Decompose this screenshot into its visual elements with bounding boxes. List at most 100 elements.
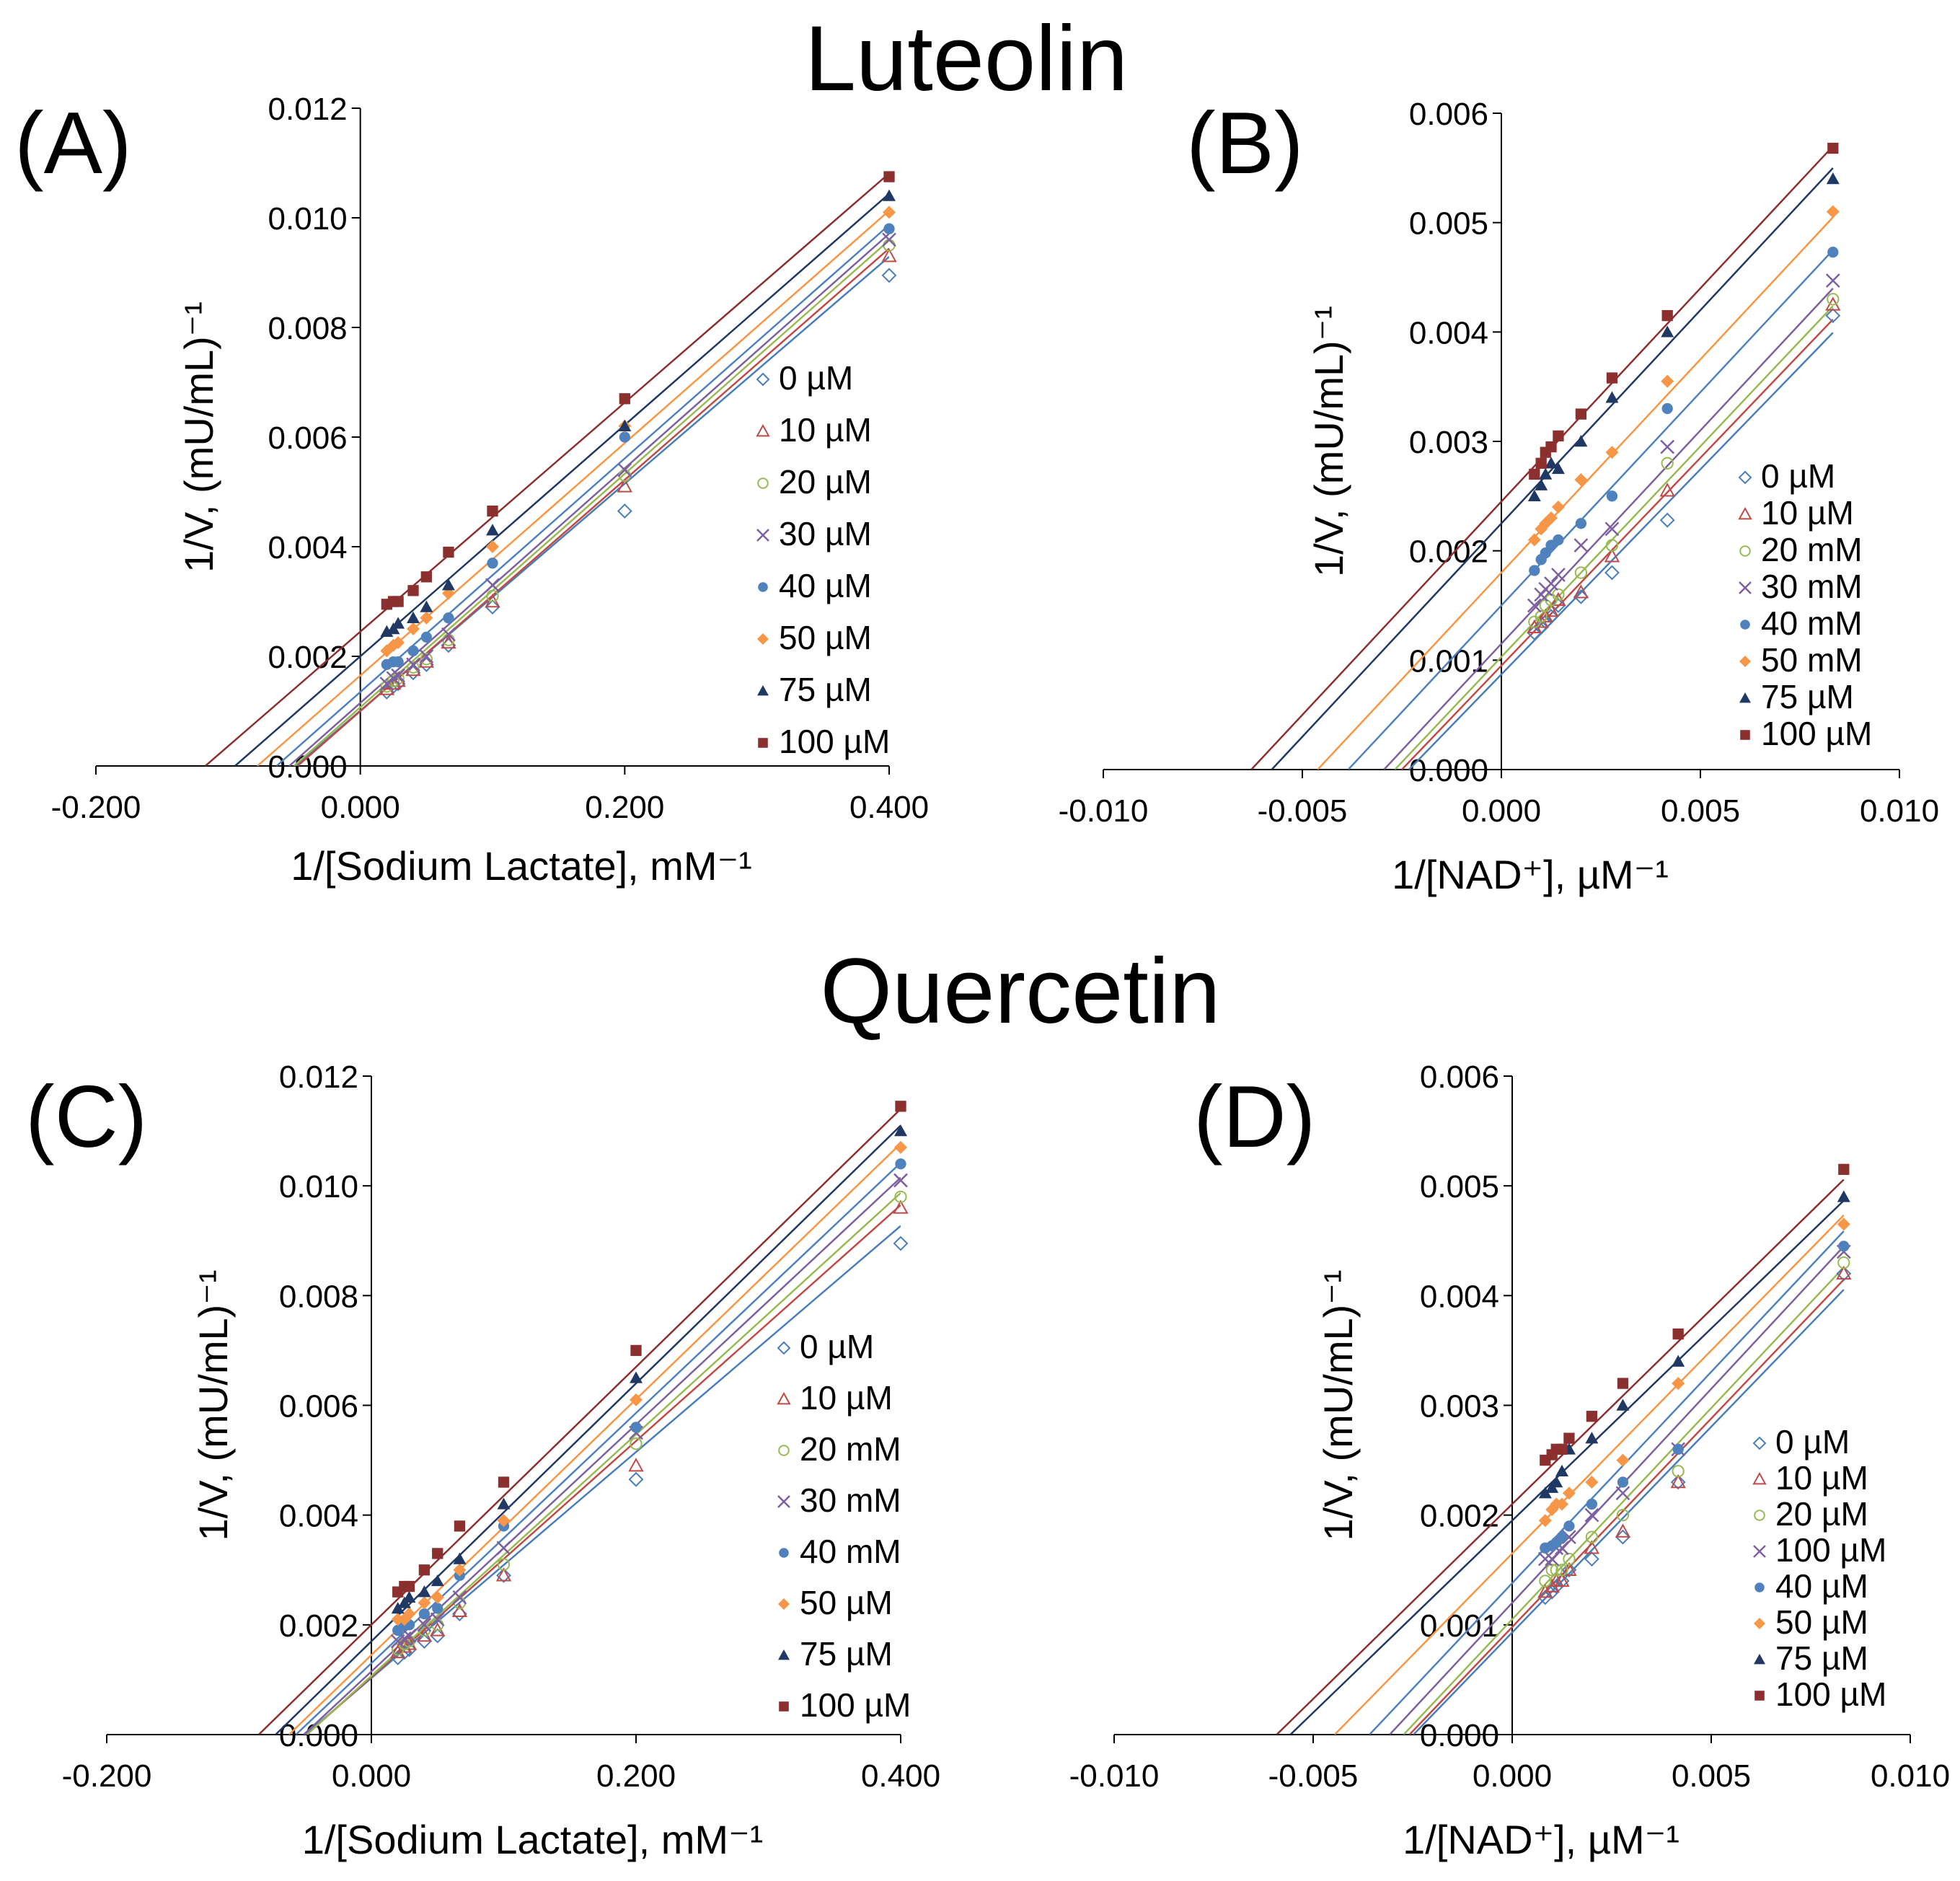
data-point	[430, 1628, 446, 1644]
panel-label: (B)	[1186, 94, 1304, 192]
data-point	[416, 1634, 432, 1649]
data-point	[1586, 1411, 1598, 1422]
data-point	[1606, 372, 1618, 384]
legend-marker	[777, 1391, 791, 1405]
data-point	[1604, 521, 1620, 537]
legend-marker	[1753, 1545, 1766, 1558]
data-point	[1585, 1432, 1599, 1444]
chart-panel-a: -0.200 0.000 0.200 0.4000.0000.0020.0040.00…	[14, 92, 929, 889]
legend-label: 100 µM	[1761, 715, 1872, 752]
legend-label: 50 µM	[779, 619, 872, 656]
data-point	[1551, 462, 1565, 475]
y-tick-label: 0.001	[1420, 1608, 1499, 1644]
data-point	[1584, 1507, 1599, 1523]
panel-label: (C)	[25, 1067, 147, 1166]
data-point	[1670, 1473, 1686, 1489]
data-point	[1537, 1551, 1553, 1567]
legend-label: 40 mM	[1761, 604, 1863, 642]
data-point	[1563, 1552, 1576, 1566]
data-point	[407, 622, 420, 635]
legend-label: 10 µM	[1761, 494, 1854, 532]
data-point	[1537, 614, 1553, 630]
data-point	[407, 585, 419, 596]
legend-marker	[756, 529, 769, 542]
data-point	[431, 1590, 444, 1604]
data-point	[1553, 534, 1564, 546]
data-point	[1827, 142, 1839, 154]
data-point	[443, 612, 454, 624]
data-point	[1836, 1266, 1852, 1282]
data-point	[495, 1567, 512, 1582]
data-point	[496, 1567, 511, 1583]
y-tick-label: 0.003	[1420, 1389, 1499, 1424]
data-point	[1539, 1574, 1552, 1587]
data-point	[1661, 402, 1673, 415]
legend-label: 50 mM	[1761, 641, 1863, 679]
data-point	[1555, 1564, 1568, 1577]
data-point	[1837, 1190, 1850, 1202]
data-point	[1574, 435, 1588, 447]
y-tick-label: 0.010	[268, 201, 348, 237]
data-point	[1825, 308, 1841, 323]
data-point	[497, 1514, 511, 1528]
data-point	[882, 232, 896, 247]
data-point	[1574, 566, 1588, 579]
x-tick-label: -0.200	[51, 790, 141, 825]
y-tick-label: 0.000	[1409, 753, 1488, 788]
data-point	[1527, 598, 1542, 613]
legend-label: 0 µM	[1761, 457, 1835, 495]
data-point	[402, 1642, 417, 1657]
data-point	[1575, 518, 1587, 529]
y-axis-title: 1/V, (mU/mL)⁻¹	[190, 1270, 236, 1541]
legend-marker	[756, 372, 770, 387]
data-point	[1585, 1476, 1599, 1489]
x-axis-title: 1/[Sodium Lactate], mM⁻¹	[302, 1817, 764, 1862]
trend-line	[275, 1124, 901, 1735]
data-point	[392, 636, 405, 649]
chart-panel-b: -0.010-0.0050.0000.0050.0100.0000.0010.0…	[1059, 94, 1939, 897]
data-point	[1605, 391, 1619, 403]
data-point	[1661, 309, 1673, 322]
data-point	[1826, 205, 1840, 219]
data-point	[1584, 1540, 1600, 1554]
trend-line	[1394, 305, 1834, 770]
legend-label: 40 µM	[779, 567, 872, 604]
data-point	[617, 462, 632, 477]
data-point	[894, 1190, 907, 1204]
data-point	[486, 524, 499, 536]
x-tick-label: 0.000	[1462, 793, 1541, 829]
trend-line	[275, 224, 889, 766]
data-point	[1527, 489, 1541, 502]
group-title-quercetin: Quercetin	[821, 940, 1221, 1043]
data-point	[1550, 1476, 1563, 1488]
x-tick-label: 0.005	[1672, 1758, 1751, 1794]
data-point	[487, 558, 498, 569]
data-point	[630, 1344, 642, 1357]
data-point	[1563, 1432, 1575, 1444]
data-point	[1574, 473, 1588, 487]
trend-line	[1271, 167, 1834, 770]
data-point	[1604, 548, 1620, 563]
legend-label: 0 µM	[800, 1328, 874, 1365]
data-point	[1825, 273, 1840, 288]
y-tick-label: 0.000	[1420, 1718, 1499, 1753]
data-point	[418, 1585, 431, 1598]
trend-line	[1369, 1230, 1845, 1735]
data-point	[1616, 1398, 1630, 1411]
data-point	[454, 1520, 466, 1532]
data-point	[1551, 568, 1566, 582]
legend-label: 75 µM	[779, 671, 872, 708]
x-tick-label: -0.010	[1059, 793, 1149, 829]
x-tick-label: -0.005	[1258, 793, 1348, 829]
data-point	[486, 589, 499, 603]
data-point	[420, 653, 433, 666]
x-tick-label: 0.000	[332, 1758, 411, 1794]
data-point	[883, 206, 896, 219]
data-point	[391, 668, 405, 683]
data-point	[1551, 501, 1565, 514]
data-point	[419, 649, 434, 664]
data-point	[406, 657, 420, 672]
data-point	[441, 634, 456, 649]
y-axis-title: 1/V, (mU/mL)⁻¹	[176, 301, 221, 573]
